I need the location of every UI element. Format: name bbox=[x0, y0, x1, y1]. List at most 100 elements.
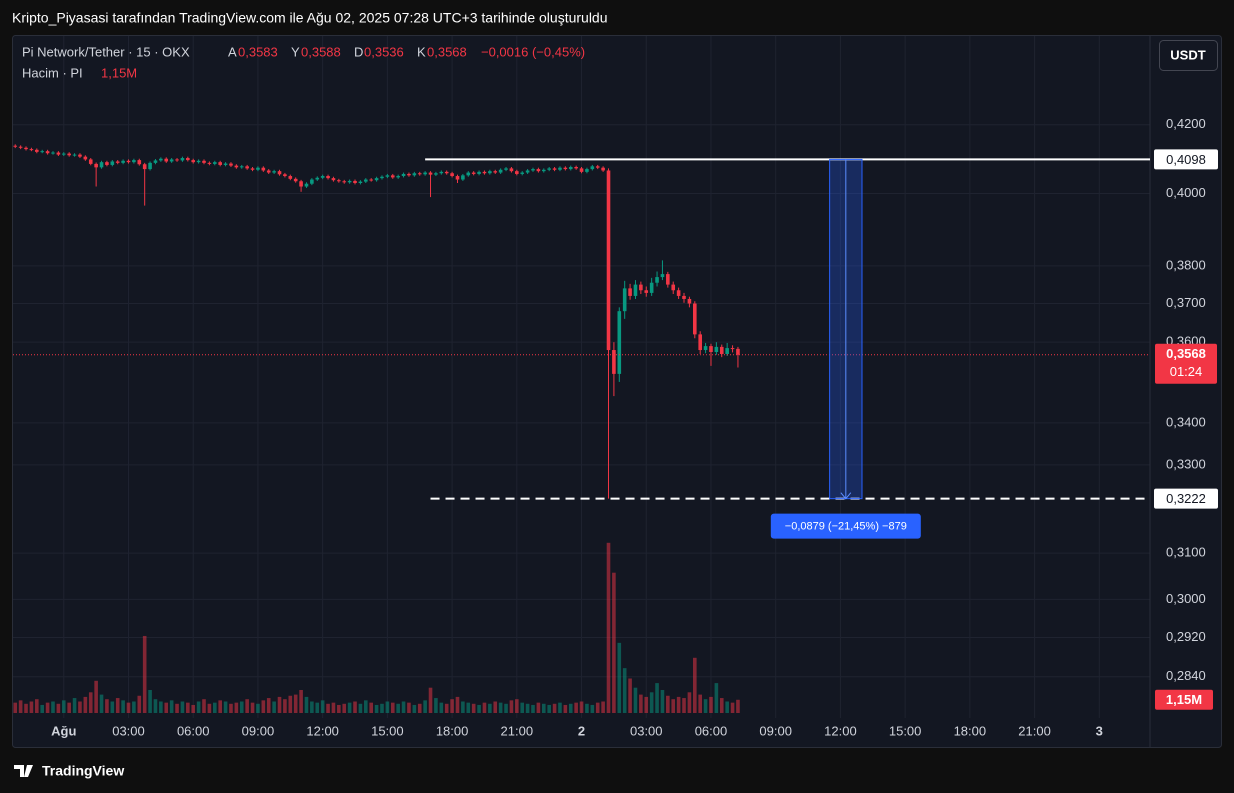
volume-bar bbox=[558, 702, 562, 713]
volume-bar bbox=[202, 699, 206, 713]
candle-body bbox=[698, 334, 702, 351]
currency[interactable]: USDT bbox=[1170, 47, 1205, 62]
countdown: 01:24 bbox=[1170, 364, 1203, 379]
volume-bar bbox=[72, 698, 77, 713]
overlays bbox=[13, 158, 1150, 500]
volume-bar bbox=[444, 703, 449, 713]
volume-bar bbox=[628, 678, 632, 713]
candle-body bbox=[660, 274, 665, 278]
volume-bar bbox=[682, 698, 686, 713]
volume-bar bbox=[250, 702, 255, 713]
volume-bar bbox=[56, 703, 61, 713]
candle-body bbox=[617, 311, 622, 374]
candle-body bbox=[568, 167, 573, 170]
candle-body bbox=[390, 175, 395, 178]
y-tick-label: 0,4000 bbox=[1166, 185, 1206, 200]
volume-bar bbox=[536, 702, 541, 713]
candle-body bbox=[67, 153, 71, 156]
candle-body bbox=[439, 171, 444, 174]
candle-body bbox=[207, 162, 212, 164]
candle-body bbox=[164, 158, 169, 162]
candle-body bbox=[434, 173, 438, 175]
volume-bar bbox=[88, 692, 93, 713]
volume-bar bbox=[693, 657, 697, 713]
candle-body bbox=[35, 149, 39, 152]
candle-body bbox=[72, 154, 77, 156]
volume-bar bbox=[358, 703, 363, 713]
currency-button[interactable] bbox=[1159, 40, 1218, 71]
volume-bar bbox=[504, 703, 508, 713]
y-tick-label: 0,2920 bbox=[1166, 629, 1206, 644]
volume-bar bbox=[326, 703, 330, 713]
volume-bar bbox=[78, 701, 82, 713]
candles bbox=[13, 144, 740, 499]
candle-body bbox=[531, 169, 535, 171]
volume-bar bbox=[110, 701, 115, 713]
volume-bar bbox=[218, 700, 222, 713]
candle-body bbox=[40, 151, 45, 153]
volume-bar bbox=[719, 698, 724, 713]
candle-body bbox=[304, 183, 309, 187]
candle-body bbox=[687, 298, 692, 304]
candle-body bbox=[536, 169, 541, 172]
candle-body bbox=[563, 167, 568, 170]
candle-body bbox=[342, 181, 347, 183]
volume-bar bbox=[164, 702, 169, 713]
y-tick-label: 0,3400 bbox=[1166, 414, 1206, 429]
volume-bar bbox=[304, 696, 309, 713]
volume-bar bbox=[67, 702, 71, 713]
candle-body bbox=[509, 168, 514, 172]
volume-bar bbox=[703, 699, 708, 713]
x-tick-label: 3 bbox=[1096, 723, 1103, 738]
volume-bar bbox=[283, 699, 287, 713]
volume-legend: Hacim · PI bbox=[22, 65, 83, 80]
volume-bar bbox=[137, 695, 142, 713]
symbol: Pi Network/Tether · 15 · OKX bbox=[22, 44, 190, 59]
volume-bar bbox=[374, 704, 379, 713]
level-badge bbox=[1154, 488, 1218, 509]
volume-bar bbox=[261, 700, 266, 713]
volume-bar bbox=[568, 703, 573, 713]
volume-bar bbox=[396, 703, 400, 713]
legend-change: −0,0016 (−0,45%) bbox=[481, 44, 585, 59]
volume-bar bbox=[239, 701, 244, 713]
legend-key: D bbox=[354, 44, 363, 59]
candle-body bbox=[223, 163, 228, 165]
x-tick-label: 12:00 bbox=[824, 723, 857, 738]
candle-body bbox=[261, 167, 266, 171]
volume-bar bbox=[714, 683, 719, 713]
volume-bar bbox=[191, 704, 196, 713]
candle-body bbox=[45, 151, 50, 154]
volume-bar bbox=[541, 703, 546, 713]
volume-bar bbox=[493, 701, 498, 713]
candle-body bbox=[299, 181, 303, 187]
volume-bar bbox=[169, 700, 174, 713]
volume-bar bbox=[488, 703, 492, 713]
y-tick-label: 0,3000 bbox=[1166, 591, 1206, 606]
candle-body bbox=[196, 160, 201, 163]
volume-bar bbox=[601, 701, 605, 713]
measure-label: −0,0879 (−21,45%) −879 bbox=[785, 521, 907, 533]
candle-body bbox=[347, 180, 352, 183]
volume-bar bbox=[132, 701, 136, 713]
volume-bar bbox=[94, 680, 98, 713]
volume-bar bbox=[293, 694, 298, 713]
y-tick-label: 0,3100 bbox=[1166, 545, 1206, 560]
volume-bar bbox=[256, 703, 260, 713]
volume-bar bbox=[353, 701, 357, 713]
volume-bar bbox=[590, 704, 595, 713]
volume-bar bbox=[121, 700, 125, 713]
candle-body bbox=[579, 168, 584, 172]
volume-bar bbox=[401, 701, 406, 713]
candle-body bbox=[515, 171, 519, 174]
volume-bar bbox=[331, 702, 336, 713]
volume-bar bbox=[35, 699, 39, 713]
volume-bar bbox=[266, 698, 271, 713]
level-label: 0,4098 bbox=[1166, 152, 1206, 167]
candle-body bbox=[202, 160, 206, 163]
candle-body bbox=[671, 284, 676, 291]
candle-body bbox=[558, 167, 562, 170]
candle-body bbox=[78, 154, 82, 157]
candle-body bbox=[649, 282, 654, 293]
